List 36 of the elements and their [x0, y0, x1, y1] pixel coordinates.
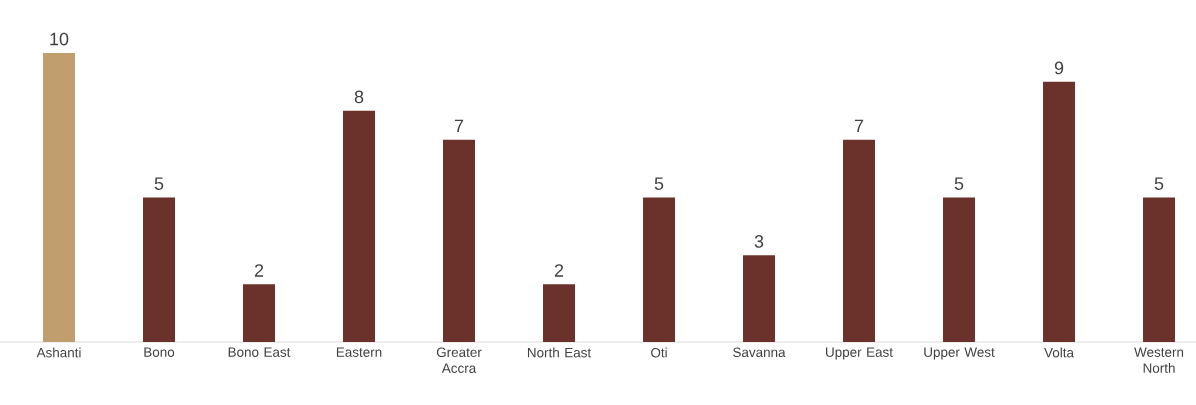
bar [943, 197, 976, 342]
x-tick-label: Upper West [924, 347, 995, 360]
data-label: 2 [254, 264, 264, 277]
x-tick-label: North East [527, 347, 592, 358]
data-label: 2 [554, 264, 564, 277]
data-label: 8 [354, 90, 364, 104]
bar [143, 197, 175, 342]
bar [1043, 81, 1076, 342]
bar [743, 255, 776, 342]
data-label: 5 [1154, 177, 1164, 190]
x-tick-label: Western North [1134, 347, 1184, 373]
data-label: 9 [1054, 61, 1064, 75]
x-tick-label: Oti [651, 347, 667, 358]
data-label: 7 [454, 119, 464, 133]
bar [343, 110, 376, 342]
data-label: 5 [154, 177, 164, 190]
x-tick-label: Bono [144, 347, 175, 357]
x-tick-label: Volta [1044, 347, 1074, 358]
data-label: 5 [954, 177, 964, 190]
data-label: 3 [754, 235, 764, 248]
x-tick-label: Ashanti [36, 347, 81, 358]
bar [543, 284, 576, 342]
x-tick-label: Eastern [336, 347, 382, 357]
bar [1143, 197, 1176, 342]
bar [443, 139, 476, 342]
bar [43, 52, 75, 342]
data-label: 7 [854, 119, 864, 133]
x-tick-label: Greater Accra [436, 347, 482, 373]
x-tick-label: Upper East [826, 347, 893, 360]
data-label: 10 [50, 32, 69, 46]
x-tick-label: Bono East [228, 347, 291, 357]
x-tick-label: Savanna [733, 347, 786, 358]
bar [843, 139, 876, 342]
data-label: 5 [654, 177, 664, 190]
bar [643, 197, 676, 342]
bar [243, 284, 275, 342]
